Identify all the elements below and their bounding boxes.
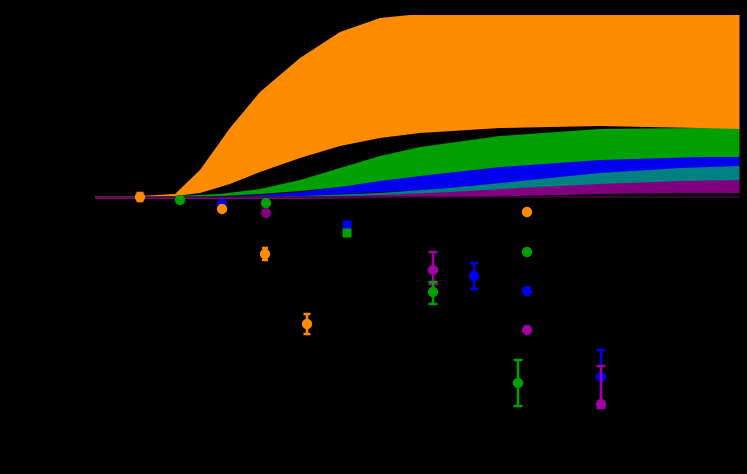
data-point-p9 [342,228,352,238]
data-point-p8 [342,220,352,230]
data-point-p1 [134,191,146,203]
data-point-p12 [427,280,439,306]
marker-square-p9 [342,228,352,238]
marker-circle-p2 [174,194,186,206]
marker-circle-p20 [595,398,607,410]
data-point-p17 [521,324,533,336]
marker-circle-p15 [521,246,533,258]
confidence-bands-layer [95,13,741,199]
data-point-p2 [174,194,186,206]
marker-circle-p12 [427,286,439,298]
marker-square-p8 [342,220,352,230]
marker-circle-p7 [259,248,271,260]
data-points-layer [134,191,607,410]
data-point-p13 [468,261,480,291]
marker-circle-p14 [521,206,533,218]
data-point-p7 [259,246,271,262]
data-point-p18 [512,358,524,408]
marker-circle-p17 [521,324,533,336]
marker-circle-p10 [301,318,313,330]
marker-circle-p5 [260,197,272,209]
data-point-p15 [521,246,533,258]
band-purple-band [95,180,741,199]
data-point-p14 [521,206,533,218]
marker-circle-p16 [521,285,533,297]
marker-circle-p1 [134,191,146,203]
band-teal-band [95,166,741,198]
data-point-p4 [216,203,228,215]
marker-circle-p13 [468,270,480,282]
axis-frame-layer [95,13,743,474]
marker-circle-p4 [216,203,228,215]
band-blue-band [95,157,741,198]
band-green-band [95,128,741,198]
marker-circle-p6 [260,207,272,219]
marker-circle-p18 [512,377,524,389]
band-orange-band [95,13,741,197]
data-point-p6 [260,207,272,219]
data-point-p5 [260,197,272,209]
data-point-p20 [595,364,607,410]
marker-circle-p11 [427,264,439,276]
data-point-p10 [301,312,313,336]
data-point-p16 [521,285,533,297]
data-point-p11 [427,250,439,286]
